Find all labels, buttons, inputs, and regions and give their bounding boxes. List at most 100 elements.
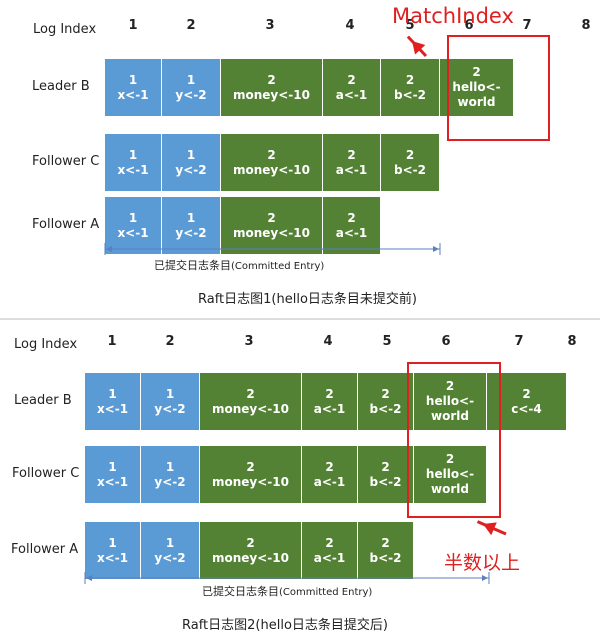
log-index-label: Log Index xyxy=(33,22,97,37)
log-entry: 2 a<-1 xyxy=(323,59,381,116)
log-index-label: Log Index xyxy=(14,337,78,352)
log-entry: 1 x<-1 xyxy=(105,59,162,116)
raft-log-figure-2: Log Index 1 2 3 4 5 6 7 8 Leader B 1 x<-1 1 y<-2 2 mone… xyxy=(0,320,600,638)
entry-term: 1 xyxy=(186,72,196,87)
log-entry: 1 x<-1 xyxy=(85,373,141,430)
committed-entry-label-en: (Committed Entry) xyxy=(279,587,373,598)
log-index-number: 1 xyxy=(107,334,117,349)
entry-command: y<-2 xyxy=(154,401,186,416)
entry-command: a<-1 xyxy=(335,162,368,177)
log-entry: 1 x<-1 xyxy=(85,446,141,503)
entry-command: hello<- world xyxy=(425,467,475,496)
log-entry: 1 y<-2 xyxy=(162,197,221,254)
entry-term: 2 xyxy=(381,459,390,474)
entry-command: money<-10 xyxy=(212,401,289,416)
log-entry: 2 hello<- world xyxy=(440,59,514,116)
log-index-number: 3 xyxy=(244,334,254,349)
log-index-number: 1 xyxy=(128,18,138,33)
log-index-number: 8 xyxy=(581,18,591,33)
entry-command: b<-2 xyxy=(369,401,402,416)
log-entry: 1 y<-2 xyxy=(141,446,200,503)
entry-term: 1 xyxy=(186,147,196,162)
red-arrow-head xyxy=(483,522,497,536)
majority-annotation: 半数以上 xyxy=(444,552,521,574)
entry-command: a<-1 xyxy=(313,550,346,565)
log-index-number: 5 xyxy=(382,334,392,349)
entry-term: 1 xyxy=(165,459,175,474)
entry-term: 1 xyxy=(108,386,117,401)
entry-term: 2 xyxy=(325,386,334,401)
entry-term: 2 xyxy=(381,386,390,401)
log-entry: 2 money<-10 xyxy=(200,522,302,579)
entry-command: a<-1 xyxy=(313,401,346,416)
entry-term: 1 xyxy=(108,535,117,550)
log-entry: 2 hello<- world xyxy=(414,446,487,503)
entry-term: 2 xyxy=(445,452,455,466)
entry-term: 2 xyxy=(347,210,356,225)
log-entry: 2 money<-10 xyxy=(221,197,323,254)
figure-caption: Raft日志图2(hello日志条目提交后) xyxy=(182,618,388,633)
entry-term: 2 xyxy=(246,459,255,474)
entry-command: money<-10 xyxy=(212,550,289,565)
entry-term: 2 xyxy=(445,379,455,393)
log-index-number: 2 xyxy=(165,334,175,349)
committed-entry-label-zh: 已提交日志条目 xyxy=(202,585,279,598)
log-index-number: 7 xyxy=(522,18,532,33)
entry-command: money<-10 xyxy=(233,162,310,177)
entry-command: money<-10 xyxy=(233,87,310,102)
entry-term: 1 xyxy=(165,386,175,401)
log-entry: 2 money<-10 xyxy=(221,59,323,116)
red-arrow-head xyxy=(412,41,426,55)
entry-command: a<-1 xyxy=(335,225,368,240)
entry-command: y<-2 xyxy=(175,225,207,240)
log-entry: 2 money<-10 xyxy=(200,373,302,430)
log-entry: 2 money<-10 xyxy=(200,446,302,503)
committed-entry-label: 已提交日志条目(Committed Entry) xyxy=(154,257,324,273)
entry-command: b<-2 xyxy=(394,87,426,102)
log-entry: 2 b<-2 xyxy=(358,373,414,430)
log-index-number: 2 xyxy=(186,18,196,33)
entry-command: x<-1 xyxy=(96,474,129,489)
entry-term: 1 xyxy=(165,535,175,550)
committed-range-left-arrow xyxy=(86,575,92,581)
entry-term: 1 xyxy=(128,72,138,87)
entry-term: 1 xyxy=(128,147,138,162)
log-entry: 2 a<-1 xyxy=(302,522,358,579)
log-entry: 2 b<-2 xyxy=(381,59,440,116)
log-entry: 1 y<-2 xyxy=(162,134,221,191)
entry-term: 2 xyxy=(347,72,356,87)
entry-term: 2 xyxy=(267,210,276,225)
highlight-box xyxy=(447,35,550,141)
entry-term: 1 xyxy=(108,459,117,474)
entry-command: a<-1 xyxy=(335,87,368,102)
log-index-number: 3 xyxy=(265,18,275,33)
entry-command: x<-1 xyxy=(117,225,149,240)
entry-command: x<-1 xyxy=(96,550,129,565)
log-entry: 2 b<-2 xyxy=(358,522,414,579)
server-label: Leader B xyxy=(14,393,72,408)
server-label: Follower A xyxy=(11,542,79,557)
entry-term: 2 xyxy=(405,147,415,162)
entry-term: 2 xyxy=(347,147,356,162)
entry-term: 2 xyxy=(472,65,481,79)
match-index-annotation: MatchIndex xyxy=(392,4,514,28)
entry-command: b<-2 xyxy=(369,474,402,489)
entry-term: 2 xyxy=(405,72,415,87)
entry-command: c<-4 xyxy=(511,401,542,416)
log-entry: 1 x<-1 xyxy=(105,197,162,254)
annotation-overlay xyxy=(84,520,507,584)
server-label: Follower C xyxy=(12,466,80,481)
highlight-box xyxy=(407,362,501,518)
log-entry: 2 a<-1 xyxy=(302,373,358,430)
entry-term: 2 xyxy=(381,535,390,550)
committed-range-right-arrow xyxy=(482,575,488,581)
entry-term: 2 xyxy=(246,386,255,401)
entry-command: x<-1 xyxy=(117,162,149,177)
log-entry: 2 b<-2 xyxy=(358,446,414,503)
log-index-number: 6 xyxy=(464,18,474,33)
raft-log-figure-1: Log Index 1 2 3 4 5 6 7 8 Leader B 1 x<-1 1 y<-2 2 mone… xyxy=(0,4,600,320)
log-entry: 2 b<-2 xyxy=(381,134,440,191)
committed-entry-label-zh: 已提交日志条目 xyxy=(154,259,231,272)
entry-command: money<-10 xyxy=(233,225,310,240)
log-entry: 1 y<-2 xyxy=(141,373,200,430)
